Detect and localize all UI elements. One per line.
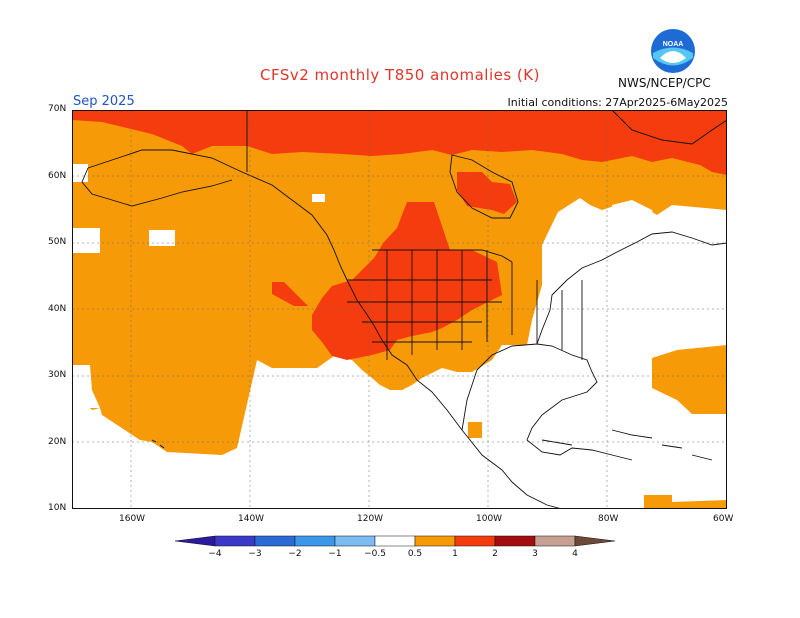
coastline-west (87, 149, 563, 509)
colorbar-label: −0.5 (364, 549, 386, 559)
colorbar-label: −1 (328, 549, 341, 559)
colorbar-label: −2 (288, 549, 301, 559)
anomaly-region-red-west (312, 202, 502, 360)
colorbar-label: −4 (208, 549, 222, 559)
lon-label-60w: 60W (713, 514, 734, 524)
lon-label-120w: 120W (357, 514, 384, 524)
lat-label-50n: 50N (48, 237, 67, 247)
colorbar-swatch (254, 535, 296, 547)
hawaii (151, 439, 165, 449)
noaa-logo: NOAA (651, 29, 695, 73)
alaska-coast (81, 167, 233, 207)
caribbean-islands (541, 429, 713, 461)
colorbar-swatch (214, 535, 256, 547)
us-states (347, 250, 583, 360)
colorbar-arrow-high (574, 535, 616, 547)
anomaly-map (72, 110, 727, 509)
lon-label-140w: 140W (238, 514, 265, 524)
lon-label-80w: 80W (598, 514, 619, 524)
colorbar-swatch (494, 535, 536, 547)
colorbar: −4 −3 −2 −1 −0.5 0.5 1 2 3 4 (175, 535, 616, 559)
colorbar-label: 0.5 (408, 549, 422, 559)
colorbar-label: −3 (248, 549, 261, 559)
coastline-gulf (461, 343, 633, 461)
colorbar-swatch (374, 535, 416, 547)
hudson-bay (449, 154, 519, 219)
greenland-coast (611, 110, 727, 145)
lat-label-20n: 20N (48, 437, 67, 447)
lat-label-40n: 40N (48, 304, 67, 314)
colorbar-label: 1 (452, 549, 458, 559)
lat-label-60n: 60N (48, 171, 67, 181)
lat-label-30n: 30N (48, 370, 67, 380)
map-title: CFSv2 monthly T850 anomalies (K) (260, 66, 540, 84)
colorbar-swatch (334, 535, 376, 547)
colorbar-swatch (454, 535, 496, 547)
lon-label-160w: 160W (119, 514, 146, 524)
colorbar-swatch (534, 535, 576, 547)
colorbar-label: 4 (572, 549, 578, 559)
colorbar-label: 3 (532, 549, 538, 559)
noaa-logo-text: NOAA (663, 41, 684, 48)
anomaly-region-red-canada (457, 172, 517, 214)
lat-label-70n: 70N (48, 104, 67, 114)
colorbar-swatch (414, 535, 456, 547)
month-label: Sep 2025 (73, 94, 135, 109)
agency-label: NWS/NCEP/CPC (618, 76, 711, 90)
lon-label-100w: 100W (476, 514, 503, 524)
colorbar-arrow-low (175, 535, 216, 547)
colorbar-swatch (294, 535, 336, 547)
lat-label-10n: 10N (48, 503, 67, 513)
anomaly-region-red-arctic (72, 110, 727, 175)
coastline-east (536, 231, 727, 345)
colorbar-label: 2 (492, 549, 498, 559)
init-conditions: Initial conditions: 27Apr2025-6May2025 (507, 96, 728, 109)
